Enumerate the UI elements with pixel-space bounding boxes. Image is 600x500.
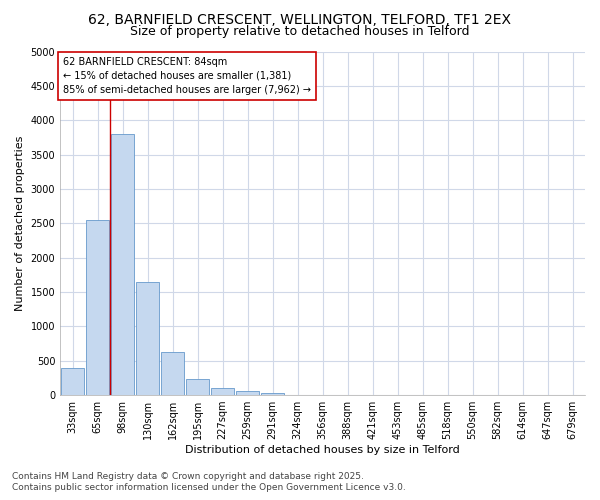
Y-axis label: Number of detached properties: Number of detached properties bbox=[15, 136, 25, 311]
X-axis label: Distribution of detached houses by size in Telford: Distribution of detached houses by size … bbox=[185, 445, 460, 455]
Bar bbox=[262, 393, 284, 395]
Bar bbox=[187, 378, 209, 395]
Text: 62 BARNFIELD CRESCENT: 84sqm
← 15% of detached houses are smaller (1,381)
85% of: 62 BARNFIELD CRESCENT: 84sqm ← 15% of de… bbox=[63, 56, 311, 94]
Bar bbox=[86, 220, 109, 395]
Bar bbox=[112, 134, 134, 395]
Bar bbox=[161, 352, 184, 395]
Bar bbox=[136, 282, 159, 395]
Bar bbox=[211, 388, 234, 395]
Bar bbox=[61, 368, 84, 395]
Text: Size of property relative to detached houses in Telford: Size of property relative to detached ho… bbox=[130, 25, 470, 38]
Bar bbox=[236, 392, 259, 395]
Text: 62, BARNFIELD CRESCENT, WELLINGTON, TELFORD, TF1 2EX: 62, BARNFIELD CRESCENT, WELLINGTON, TELF… bbox=[89, 12, 511, 26]
Text: Contains HM Land Registry data © Crown copyright and database right 2025.
Contai: Contains HM Land Registry data © Crown c… bbox=[12, 472, 406, 492]
